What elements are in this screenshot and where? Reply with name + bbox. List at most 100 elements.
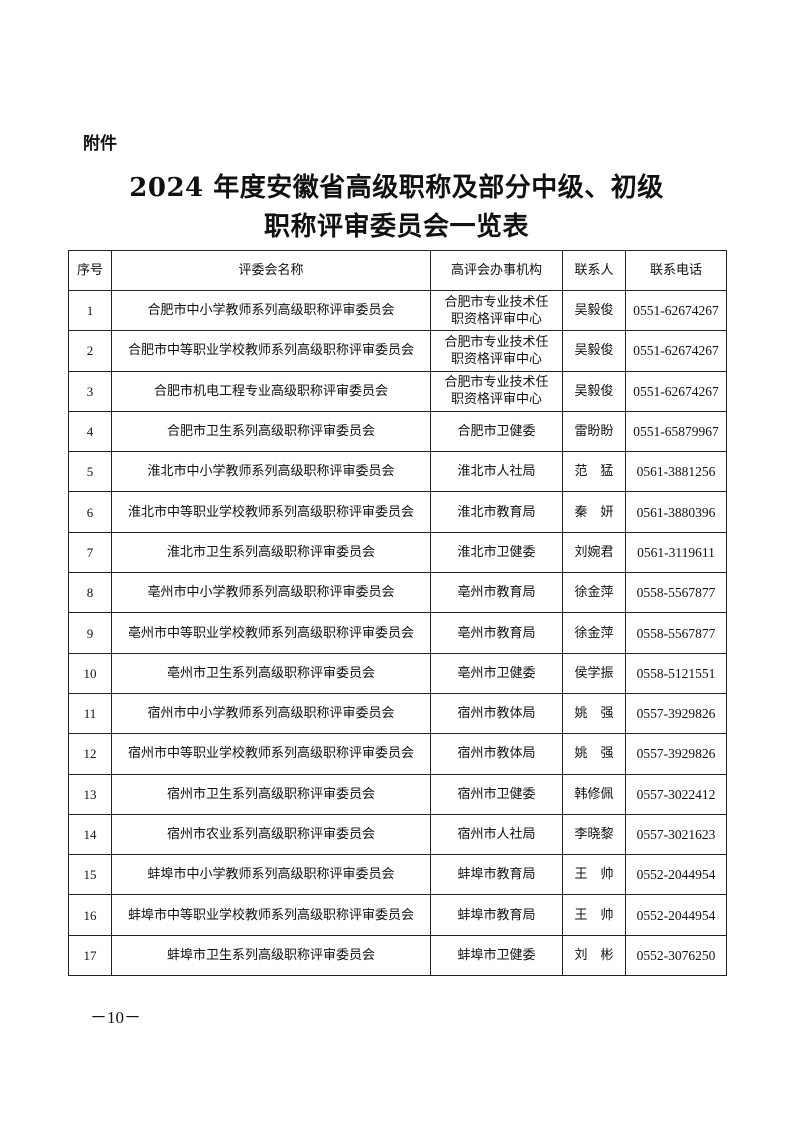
cell-contact: 雷盼盼 <box>562 410 626 453</box>
cell-contact: 吴毅俊 <box>562 330 626 372</box>
cell-index: 11 <box>68 692 112 735</box>
cell-contact: 王 帅 <box>562 854 626 896</box>
cell-phone: 0551-62674267 <box>625 330 727 372</box>
cell-index: 1 <box>68 289 112 332</box>
cell-committee-name: 蚌埠市卫生系列高级职称评审委员会 <box>111 934 431 977</box>
header-committee-name: 评委会名称 <box>111 250 431 291</box>
cell-contact: 李晓黎 <box>562 813 626 856</box>
cell-index: 12 <box>68 733 112 775</box>
table-row: 13 宿州市卫生系列高级职称评审委员会 宿州市卫健委 韩修佩 0557-3022412 <box>68 773 727 815</box>
table-row: 1 合肥市中小学教师系列高级职称评审委员会 合肥市专业技术任职资格评审中心 吴毅俊 05… <box>68 289 727 332</box>
cell-committee-name: 亳州市中小学教师系列高级职称评审委员会 <box>111 572 431 614</box>
cell-index: 6 <box>68 491 112 533</box>
cell-phone: 0551-62674267 <box>625 289 727 332</box>
cell-contact: 秦 妍 <box>562 491 626 533</box>
header-index: 序号 <box>68 250 112 291</box>
cell-office: 合肥市专业技术任职资格评审中心 <box>430 370 563 412</box>
cell-index: 2 <box>68 330 112 372</box>
cell-office: 蚌埠市教育局 <box>430 894 563 936</box>
table-row: 5 淮北市中小学教师系列高级职称评审委员会 淮北市人社局范 猛 0561-388125… <box>68 451 727 493</box>
cell-phone: 0551-62674267 <box>625 370 727 412</box>
cell-phone: 0558-5121551 <box>625 652 727 694</box>
cell-committee-name: 淮北市卫生系列高级职称评审委员会 <box>111 531 431 574</box>
cell-committee-name: 蚌埠市中小学教师系列高级职称评审委员会 <box>111 854 431 896</box>
cell-committee-name: 宿州市中小学教师系列高级职称评审委员会 <box>111 692 431 735</box>
document-title-line1: 2024 年度安徽省高级职称及部分中级、初级 <box>129 173 664 203</box>
table-row: 11 宿州市中小学教师系列高级职称评审委员会 宿州市教体局姚 强 0557-39298… <box>68 692 727 735</box>
cell-contact: 刘 彬 <box>562 934 626 977</box>
document-title-line2: 职称评审委员会一览表 <box>263 212 529 242</box>
cell-contact: 吴毅俊 <box>562 370 626 412</box>
cell-contact: 吴毅俊 <box>562 289 626 332</box>
cell-committee-name: 亳州市中等职业学校教师系列高级职称评审委员会 <box>111 612 431 654</box>
cell-phone: 0557-3929826 <box>625 733 727 775</box>
cell-contact: 刘婉君 <box>562 531 626 574</box>
table-row: 7 淮北市卫生系列高级职称评审委员会 淮北市卫健委 刘婉君 0561-3119611 <box>68 531 727 574</box>
cell-index: 7 <box>68 531 112 574</box>
table-row: 14 宿州市农业系列高级职称评审委员会 宿州市人社局 李晓黎 0557-3021623 <box>68 813 727 856</box>
cell-office: 宿州市教体局 <box>430 692 563 735</box>
cell-committee-name: 蚌埠市中等职业学校教师系列高级职称评审委员会 <box>111 894 431 936</box>
cell-committee-name: 合肥市卫生系列高级职称评审委员会 <box>111 410 431 453</box>
table-row: 4 合肥市卫生系列高级职称评审委员会 合肥市卫健委 雷盼盼 0551-65879967 <box>68 410 727 453</box>
cell-office: 合肥市专业技术任职资格评审中心 <box>430 289 563 332</box>
table-row: 16 蚌埠市中等职业学校教师系列高级职称评审委员会 蚌埠市教育局王 帅 0552-20… <box>68 894 727 936</box>
cell-index: 8 <box>68 572 112 614</box>
header-contact: 联系人 <box>562 250 626 291</box>
attachment-label: 附件 <box>83 134 117 154</box>
cell-committee-name: 亳州市卫生系列高级职称评审委员会 <box>111 652 431 694</box>
cell-contact: 王 帅 <box>562 894 626 936</box>
cell-committee-name: 合肥市中等职业学校教师系列高级职称评审委员会 <box>111 330 431 372</box>
cell-contact: 姚 强 <box>562 692 626 735</box>
cell-index: 13 <box>68 773 112 815</box>
table-row: 6 淮北市中等职业学校教师系列高级职称评审委员会 淮北市教育局秦 妍 0561-388… <box>68 491 727 533</box>
cell-contact: 姚 强 <box>562 733 626 775</box>
cell-committee-name: 淮北市中小学教师系列高级职称评审委员会 <box>111 451 431 493</box>
cell-index: 17 <box>68 934 112 977</box>
cell-office: 淮北市人社局 <box>430 451 563 493</box>
cell-index: 9 <box>68 612 112 654</box>
cell-phone: 0558-5567877 <box>625 612 727 654</box>
cell-index: 4 <box>68 410 112 453</box>
table-row: 2 合肥市中等职业学校教师系列高级职称评审委员会 合肥市专业技术任职资格评审中心 吴毅… <box>68 330 727 372</box>
cell-index: 5 <box>68 451 112 493</box>
cell-office: 亳州市教育局 <box>430 572 563 614</box>
cell-contact: 范 猛 <box>562 451 626 493</box>
table-row: 12 宿州市中等职业学校教师系列高级职称评审委员会 宿州市教体局姚 强 0557-39… <box>68 733 727 775</box>
cell-phone: 0557-3021623 <box>625 813 727 856</box>
cell-committee-name: 合肥市中小学教师系列高级职称评审委员会 <box>111 289 431 332</box>
header-office: 高评会办事机构 <box>430 250 563 291</box>
table-header-row: 序号 评委会名称 高评会办事机构 联系人 联系电话 <box>68 250 727 291</box>
cell-office: 宿州市教体局 <box>430 733 563 775</box>
header-phone: 联系电话 <box>625 250 727 291</box>
cell-office: 亳州市卫健委 <box>430 652 563 694</box>
table-row: 8 亳州市中小学教师系列高级职称评审委员会 亳州市教育局 徐金萍 0558-556787… <box>68 572 727 614</box>
cell-phone: 0557-3929826 <box>625 692 727 735</box>
cell-phone: 0552-3076250 <box>625 934 727 977</box>
cell-office: 合肥市专业技术任职资格评审中心 <box>430 330 563 372</box>
cell-office: 淮北市教育局 <box>430 491 563 533</box>
cell-index: 16 <box>68 894 112 936</box>
cell-committee-name: 合肥市机电工程专业高级职称评审委员会 <box>111 370 431 412</box>
cell-phone: 0552-2044954 <box>625 894 727 936</box>
cell-contact: 侯学振 <box>562 652 626 694</box>
cell-office: 宿州市人社局 <box>430 813 563 856</box>
committee-table: 序号 评委会名称 高评会办事机构 联系人 联系电话 1 合肥市中小学教师系列高级职… <box>68 250 727 977</box>
cell-phone: 0552-2044954 <box>625 854 727 896</box>
cell-committee-name: 宿州市卫生系列高级职称评审委员会 <box>111 773 431 815</box>
cell-office: 宿州市卫健委 <box>430 773 563 815</box>
table-row: 3 合肥市机电工程专业高级职称评审委员会 合肥市专业技术任职资格评审中心 吴毅俊 055… <box>68 370 727 412</box>
page-number: －10－ <box>90 1008 141 1027</box>
table-row: 17 蚌埠市卫生系列高级职称评审委员会 蚌埠市卫健委刘 彬 0552-3076250 <box>68 934 727 977</box>
cell-phone: 0561-3881256 <box>625 451 727 493</box>
cell-contact: 徐金萍 <box>562 572 626 614</box>
cell-contact: 韩修佩 <box>562 773 626 815</box>
table-row: 15 蚌埠市中小学教师系列高级职称评审委员会 蚌埠市教育局王 帅 0552-20449… <box>68 854 727 896</box>
cell-index: 15 <box>68 854 112 896</box>
cell-committee-name: 宿州市中等职业学校教师系列高级职称评审委员会 <box>111 733 431 775</box>
cell-contact: 徐金萍 <box>562 612 626 654</box>
cell-phone: 0551-65879967 <box>625 410 727 453</box>
cell-committee-name: 宿州市农业系列高级职称评审委员会 <box>111 813 431 856</box>
cell-office: 亳州市教育局 <box>430 612 563 654</box>
cell-phone: 0561-3119611 <box>625 531 727 574</box>
